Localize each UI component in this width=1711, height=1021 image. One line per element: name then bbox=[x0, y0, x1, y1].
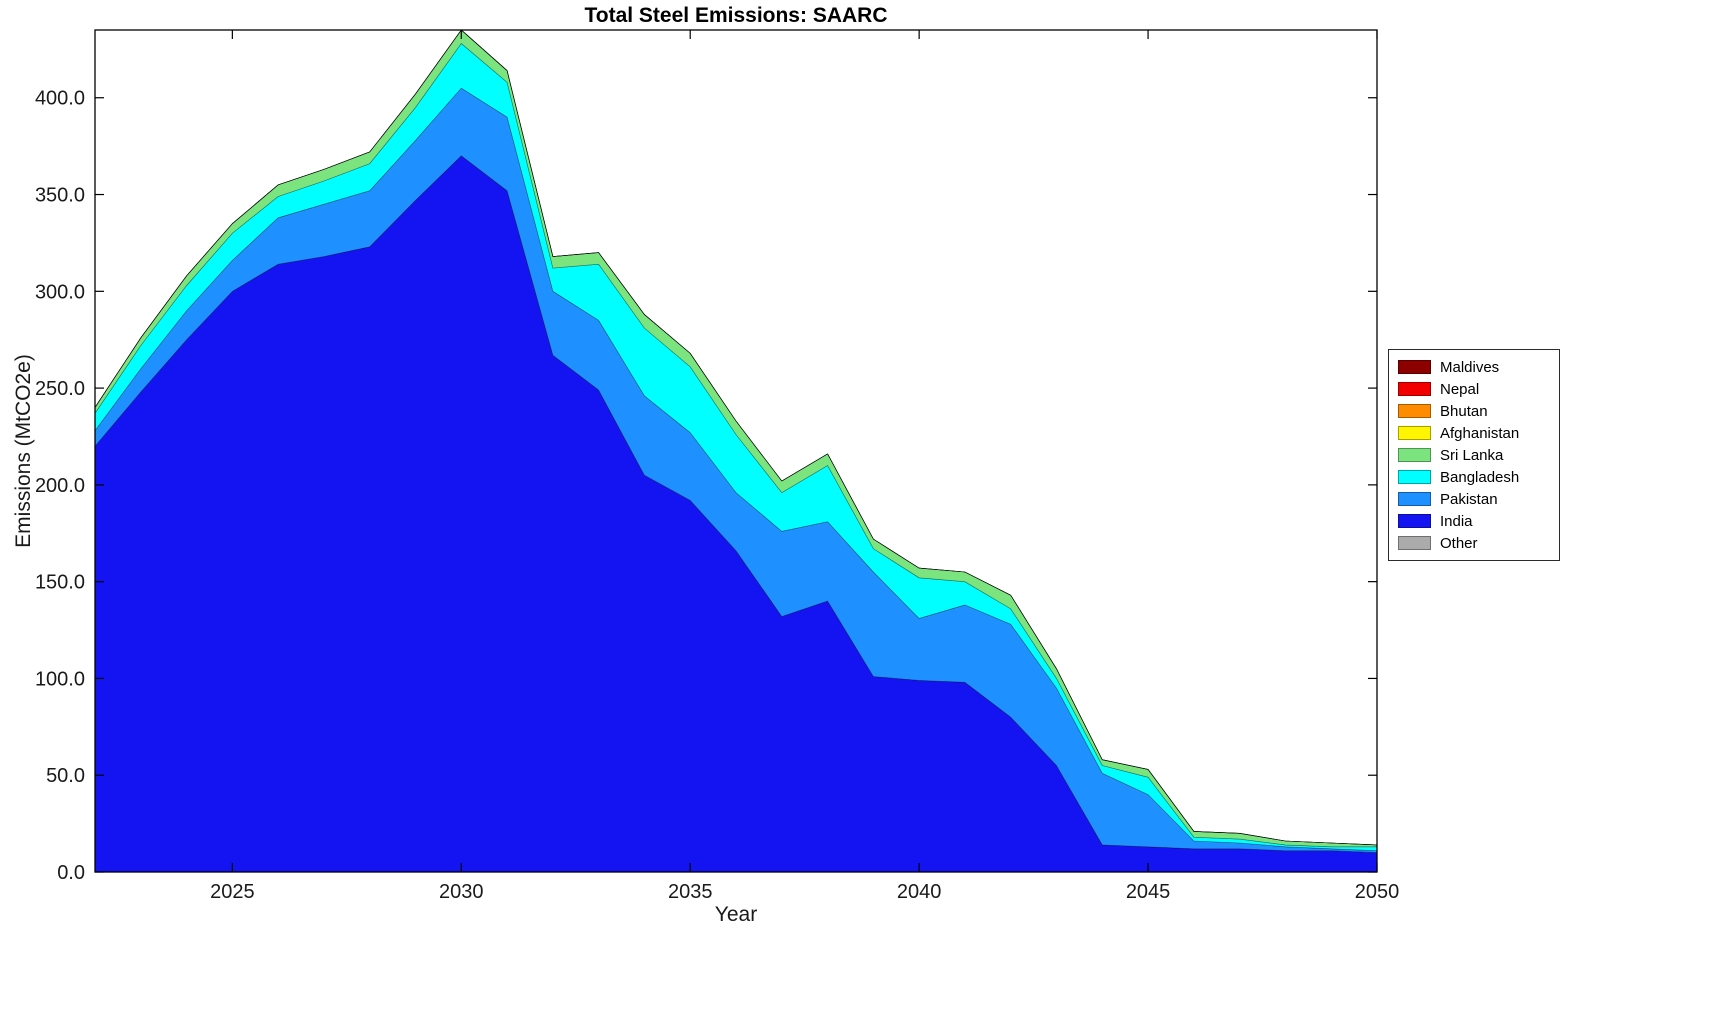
legend-label-maldives: Maldives bbox=[1440, 358, 1500, 376]
legend-swatch-afghanistan bbox=[1398, 426, 1431, 440]
y-tick-label-200: 200.0 bbox=[35, 475, 85, 497]
legend-swatch-bangladesh bbox=[1398, 470, 1431, 484]
x-tick-label-2035: 2035 bbox=[668, 881, 713, 903]
legend-item-afghanistan: Afghanistan bbox=[1398, 422, 1550, 444]
legend-label-sri-lanka: Sri Lanka bbox=[1440, 446, 1504, 464]
legend-item-maldives: Maldives bbox=[1398, 356, 1550, 378]
legend-item-other: Other bbox=[1398, 532, 1550, 554]
legend-swatch-other bbox=[1398, 536, 1431, 550]
legend-item-bangladesh: Bangladesh bbox=[1398, 466, 1550, 488]
legend-label-afghanistan: Afghanistan bbox=[1440, 424, 1520, 442]
x-tick-label-2030: 2030 bbox=[439, 881, 484, 903]
y-tick-label-300: 300.0 bbox=[35, 281, 85, 303]
legend-swatch-sri-lanka bbox=[1398, 448, 1431, 462]
y-tick-label-50: 50.0 bbox=[46, 765, 85, 787]
y-tick-label-150: 150.0 bbox=[35, 572, 85, 594]
legend-item-bhutan: Bhutan bbox=[1398, 400, 1550, 422]
y-tick-label-0: 0.0 bbox=[57, 862, 85, 884]
legend-label-bhutan: Bhutan bbox=[1440, 402, 1488, 420]
y-tick-label-400: 400.0 bbox=[35, 88, 85, 110]
legend-item-india: India bbox=[1398, 510, 1550, 532]
legend-swatch-bhutan bbox=[1398, 404, 1431, 418]
legend-label-india: India bbox=[1440, 512, 1473, 530]
legend-item-nepal: Nepal bbox=[1398, 378, 1550, 400]
legend: Maldives Nepal Bhutan Afghanistan Sri Lanka B… bbox=[1388, 349, 1560, 561]
legend-label-other: Other bbox=[1440, 534, 1478, 552]
x-axis-label: Year bbox=[714, 903, 758, 926]
legend-swatch-nepal bbox=[1398, 382, 1431, 396]
legend-swatch-pakistan bbox=[1398, 492, 1431, 506]
legend-swatch-maldives bbox=[1398, 360, 1431, 374]
x-tick-label-2045: 2045 bbox=[1126, 881, 1171, 903]
legend-label-pakistan: Pakistan bbox=[1440, 490, 1498, 508]
y-tick-label-100: 100.0 bbox=[35, 668, 85, 690]
legend-swatch-india bbox=[1398, 514, 1431, 528]
legend-item-sri-lanka: Sri Lanka bbox=[1398, 444, 1550, 466]
legend-item-pakistan: Pakistan bbox=[1398, 488, 1550, 510]
y-tick-label-350: 350.0 bbox=[35, 185, 85, 207]
legend-label-nepal: Nepal bbox=[1440, 380, 1480, 398]
x-tick-label-2025: 2025 bbox=[210, 881, 255, 903]
x-tick-label-2040: 2040 bbox=[897, 881, 942, 903]
y-tick-label-250: 250.0 bbox=[35, 378, 85, 400]
chart-title: Total Steel Emissions: SAARC bbox=[584, 4, 888, 27]
legend-label-bangladesh: Bangladesh bbox=[1440, 468, 1520, 486]
x-tick-label-2050: 2050 bbox=[1355, 881, 1400, 903]
axes-box bbox=[94, 29, 1378, 873]
